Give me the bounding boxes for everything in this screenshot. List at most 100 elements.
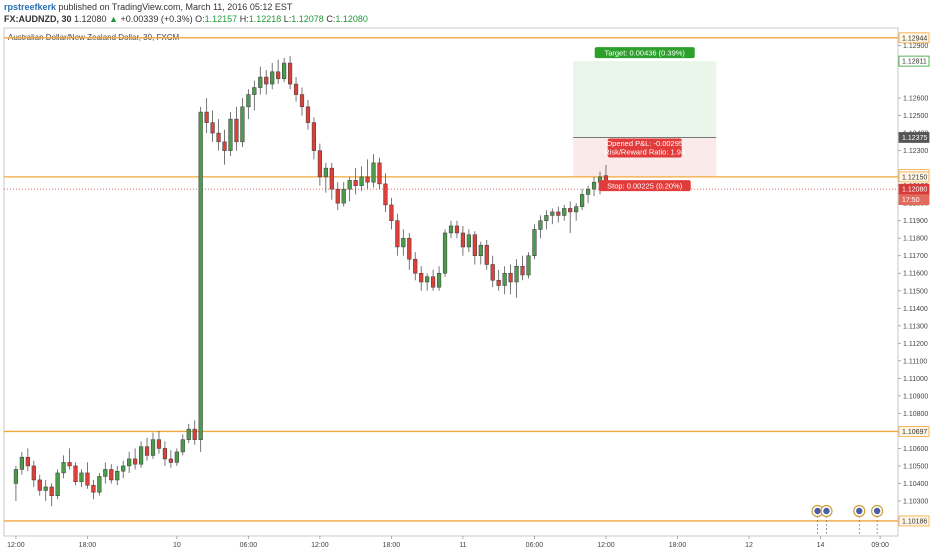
target-label: Target: 0.00436 (0.39%) — [604, 49, 685, 58]
candle-down — [329, 167, 334, 190]
time-tick-label: 18:00 — [79, 542, 97, 549]
time-tick-label: 09:00 — [871, 542, 889, 549]
candle-up — [341, 188, 346, 204]
candle-up — [478, 244, 483, 256]
candle-down — [407, 237, 412, 260]
candle-up — [544, 215, 549, 221]
price-tag-label: 17:50 — [902, 197, 920, 204]
candle-up — [258, 76, 263, 88]
candle-up — [43, 486, 48, 491]
price-tag-box — [898, 183, 930, 195]
candle-up — [150, 439, 156, 456]
price-tag-box — [898, 132, 930, 143]
level-tag-label: 1.10186 — [902, 518, 927, 525]
candle-down — [204, 111, 209, 123]
candle-down — [299, 94, 305, 108]
open-label: O: — [195, 14, 205, 24]
candle-down — [383, 183, 388, 206]
candle-down — [276, 71, 281, 80]
horizontal-levels — [4, 37, 898, 522]
candle-up — [55, 472, 60, 496]
candle-down — [133, 458, 138, 465]
candle-up — [79, 472, 84, 482]
time-tick-label: 06:00 — [526, 542, 544, 549]
level-tag-box — [898, 426, 930, 437]
price-tag-box — [898, 194, 930, 206]
low-value: 1.12078 — [291, 14, 324, 24]
time-tick-label: 10 — [173, 542, 181, 549]
target-label-box — [594, 47, 695, 59]
candle-up — [562, 208, 567, 216]
candle-up — [270, 71, 275, 85]
candle-down — [91, 484, 96, 493]
time-axis[interactable]: 12:00 18:00 10 06:00 12:00 18:00 11 06:00 12:00 1… — [7, 536, 889, 549]
price-tick-label: 1.11400 — [903, 306, 928, 313]
time-tick-label: 14 — [817, 542, 825, 549]
candle-up — [138, 446, 144, 465]
close-value: 1.12080 — [335, 14, 368, 24]
target-zone — [573, 61, 717, 138]
candle-up — [228, 118, 233, 151]
price-tick-label: 1.10900 — [903, 393, 928, 400]
candle-up — [61, 462, 66, 474]
price-tick-label: 1.11500 — [903, 288, 928, 295]
time-tick-label: 12:00 — [7, 542, 25, 549]
candle-up — [180, 439, 185, 453]
candle-down — [484, 244, 489, 265]
candle-up — [448, 225, 454, 234]
candle-down — [413, 258, 418, 274]
price-axis[interactable]: 1.129001.128001.126001.125001.124001.123… — [898, 43, 928, 523]
stop-label-box — [598, 180, 691, 192]
candle-down — [222, 141, 227, 151]
publisher-username[interactable]: rpstreefkerk — [4, 2, 57, 12]
candle-down — [109, 469, 114, 481]
candle-down — [365, 176, 370, 183]
candle-down — [67, 462, 72, 467]
candle-down — [37, 479, 42, 491]
pnl-label-box — [607, 138, 682, 158]
candle-up — [127, 458, 132, 467]
price-tick-label: 1.10500 — [903, 463, 928, 470]
candle-up — [585, 188, 591, 195]
high-value: 1.12218 — [248, 14, 282, 24]
candle-down — [210, 122, 215, 134]
candle-down — [490, 264, 495, 281]
candle-down — [508, 272, 513, 283]
candle-down — [162, 448, 168, 460]
candle-down — [419, 272, 424, 283]
candle-down — [192, 428, 197, 440]
price-tick-label: 1.11900 — [903, 218, 928, 225]
time-tick-label: 12:00 — [311, 542, 329, 549]
candle-up — [252, 87, 257, 95]
candle-up — [282, 62, 287, 80]
price-tick-label: 1.10400 — [903, 481, 928, 488]
time-tick-label: 12 — [745, 542, 753, 549]
price-tick-label: 1.12500 — [903, 113, 928, 120]
price-tick-label: 1.11100 — [903, 358, 927, 365]
candle-up — [359, 176, 364, 186]
candle-down — [264, 76, 269, 85]
candle-up — [401, 237, 406, 248]
plot-area[interactable] — [3, 27, 899, 537]
candle-down — [496, 279, 501, 286]
candle-down — [287, 62, 293, 85]
publish-info: published on TradingView.com, March 11, … — [56, 2, 293, 12]
candle-up — [174, 451, 179, 463]
candle-down — [568, 208, 573, 213]
candle-up — [580, 194, 585, 207]
candle-up — [436, 272, 442, 288]
candle-up — [97, 476, 102, 493]
candle-up — [532, 229, 537, 256]
time-tick-label: 06:00 — [240, 542, 258, 549]
candle-up — [514, 265, 519, 283]
candle-down — [293, 83, 299, 95]
candle-up — [502, 272, 507, 286]
symbol-label: FX:AUDNZD, 30 — [4, 14, 72, 24]
risk-reward-label: Risk/Reward Ratio: 1.94 — [604, 147, 685, 156]
candle-down — [311, 122, 317, 151]
event-markers[interactable] — [811, 504, 884, 537]
low-label: L: — [283, 14, 292, 24]
candle-up — [347, 180, 352, 190]
candle-down — [472, 234, 477, 256]
